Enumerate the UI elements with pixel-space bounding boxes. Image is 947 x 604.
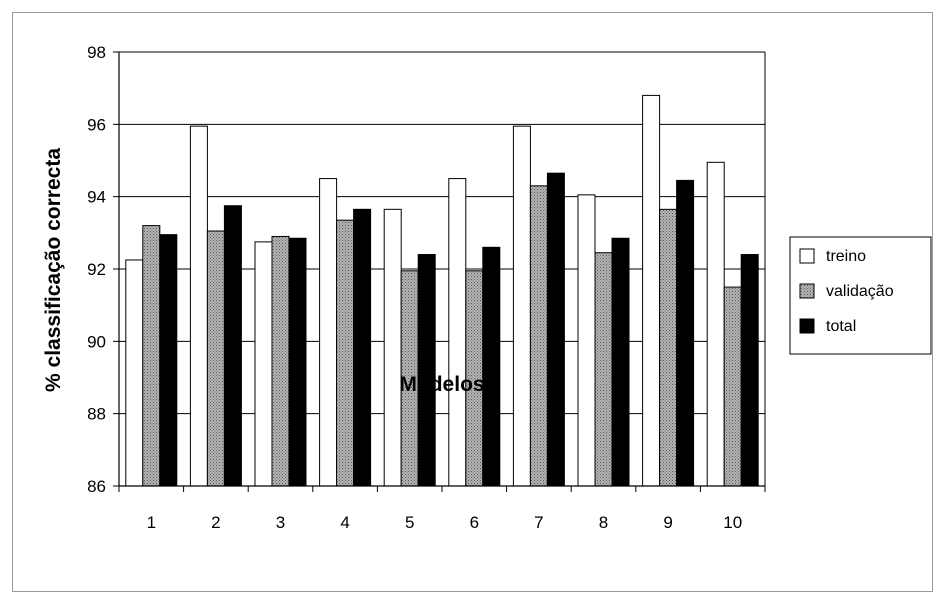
x-tick-label: 1 (147, 513, 156, 532)
legend-swatch (799, 283, 815, 299)
bar-total-2 (223, 205, 242, 487)
y-tick-label: 96 (87, 115, 106, 134)
y-tick-label: 92 (87, 260, 106, 279)
y-tick-label: 90 (87, 332, 106, 351)
x-axis-title: Modelos (399, 373, 484, 396)
bar-total-6 (482, 246, 501, 487)
x-tick-label: 8 (599, 513, 608, 532)
legend-label: treino (826, 248, 866, 265)
bar-validacao-3 (271, 235, 290, 487)
y-tick-label: 86 (87, 477, 106, 496)
bar-validacao-8 (594, 252, 613, 487)
bar-validacao-1 (142, 225, 161, 487)
legend-label: validação (826, 283, 894, 300)
bar-validacao-2 (206, 230, 225, 487)
bar-validacao-7 (529, 185, 548, 487)
bar-total-9 (676, 179, 695, 487)
bar-treino-7 (512, 125, 531, 487)
x-tick-label: 5 (405, 513, 414, 532)
axes (113, 51, 766, 492)
bars (125, 94, 759, 487)
legend-label: total (826, 318, 856, 335)
bar-treino-10 (706, 161, 725, 487)
y-tick-labels: 86 88 90 92 94 96 98 (87, 43, 106, 496)
bar-treino-2 (189, 125, 208, 487)
legend: treino validação total (789, 236, 932, 355)
x-tick-label: 3 (276, 513, 285, 532)
y-tick-label: 94 (87, 188, 106, 207)
y-axis-title: % classificação correcta (42, 148, 65, 392)
y-tick-label: 98 (87, 43, 106, 62)
bar-total-5 (417, 254, 436, 487)
bar-treino-8 (577, 194, 596, 487)
bar-total-8 (611, 237, 630, 487)
x-tick-label: 6 (470, 513, 479, 532)
bar-validacao-10 (723, 286, 742, 487)
legend-swatch (799, 318, 815, 334)
bar-treino-1 (125, 259, 144, 487)
bar-validacao-9 (659, 208, 678, 487)
bar-total-1 (159, 234, 178, 487)
bar-treino-3 (254, 241, 273, 487)
bar-total-4 (353, 208, 372, 487)
y-tick-label: 88 (87, 405, 106, 424)
x-tick-labels: 1 2 3 4 5 6 7 8 9 10 (147, 513, 743, 532)
x-tick-label: 4 (340, 513, 349, 532)
bar-treino-5 (383, 208, 402, 487)
x-tick-label: 9 (663, 513, 672, 532)
bar-total-3 (288, 237, 307, 487)
bar-total-10 (740, 254, 759, 487)
bar-validacao-4 (336, 219, 355, 487)
legend-swatch (799, 248, 815, 264)
bar-treino-4 (319, 178, 338, 487)
bar-treino-9 (642, 94, 661, 487)
x-tick-label: 7 (534, 513, 543, 532)
x-tick-label: 10 (723, 513, 742, 532)
bar-treino-6 (448, 178, 467, 487)
bar-total-7 (546, 172, 565, 487)
x-tick-label: 2 (211, 513, 220, 532)
